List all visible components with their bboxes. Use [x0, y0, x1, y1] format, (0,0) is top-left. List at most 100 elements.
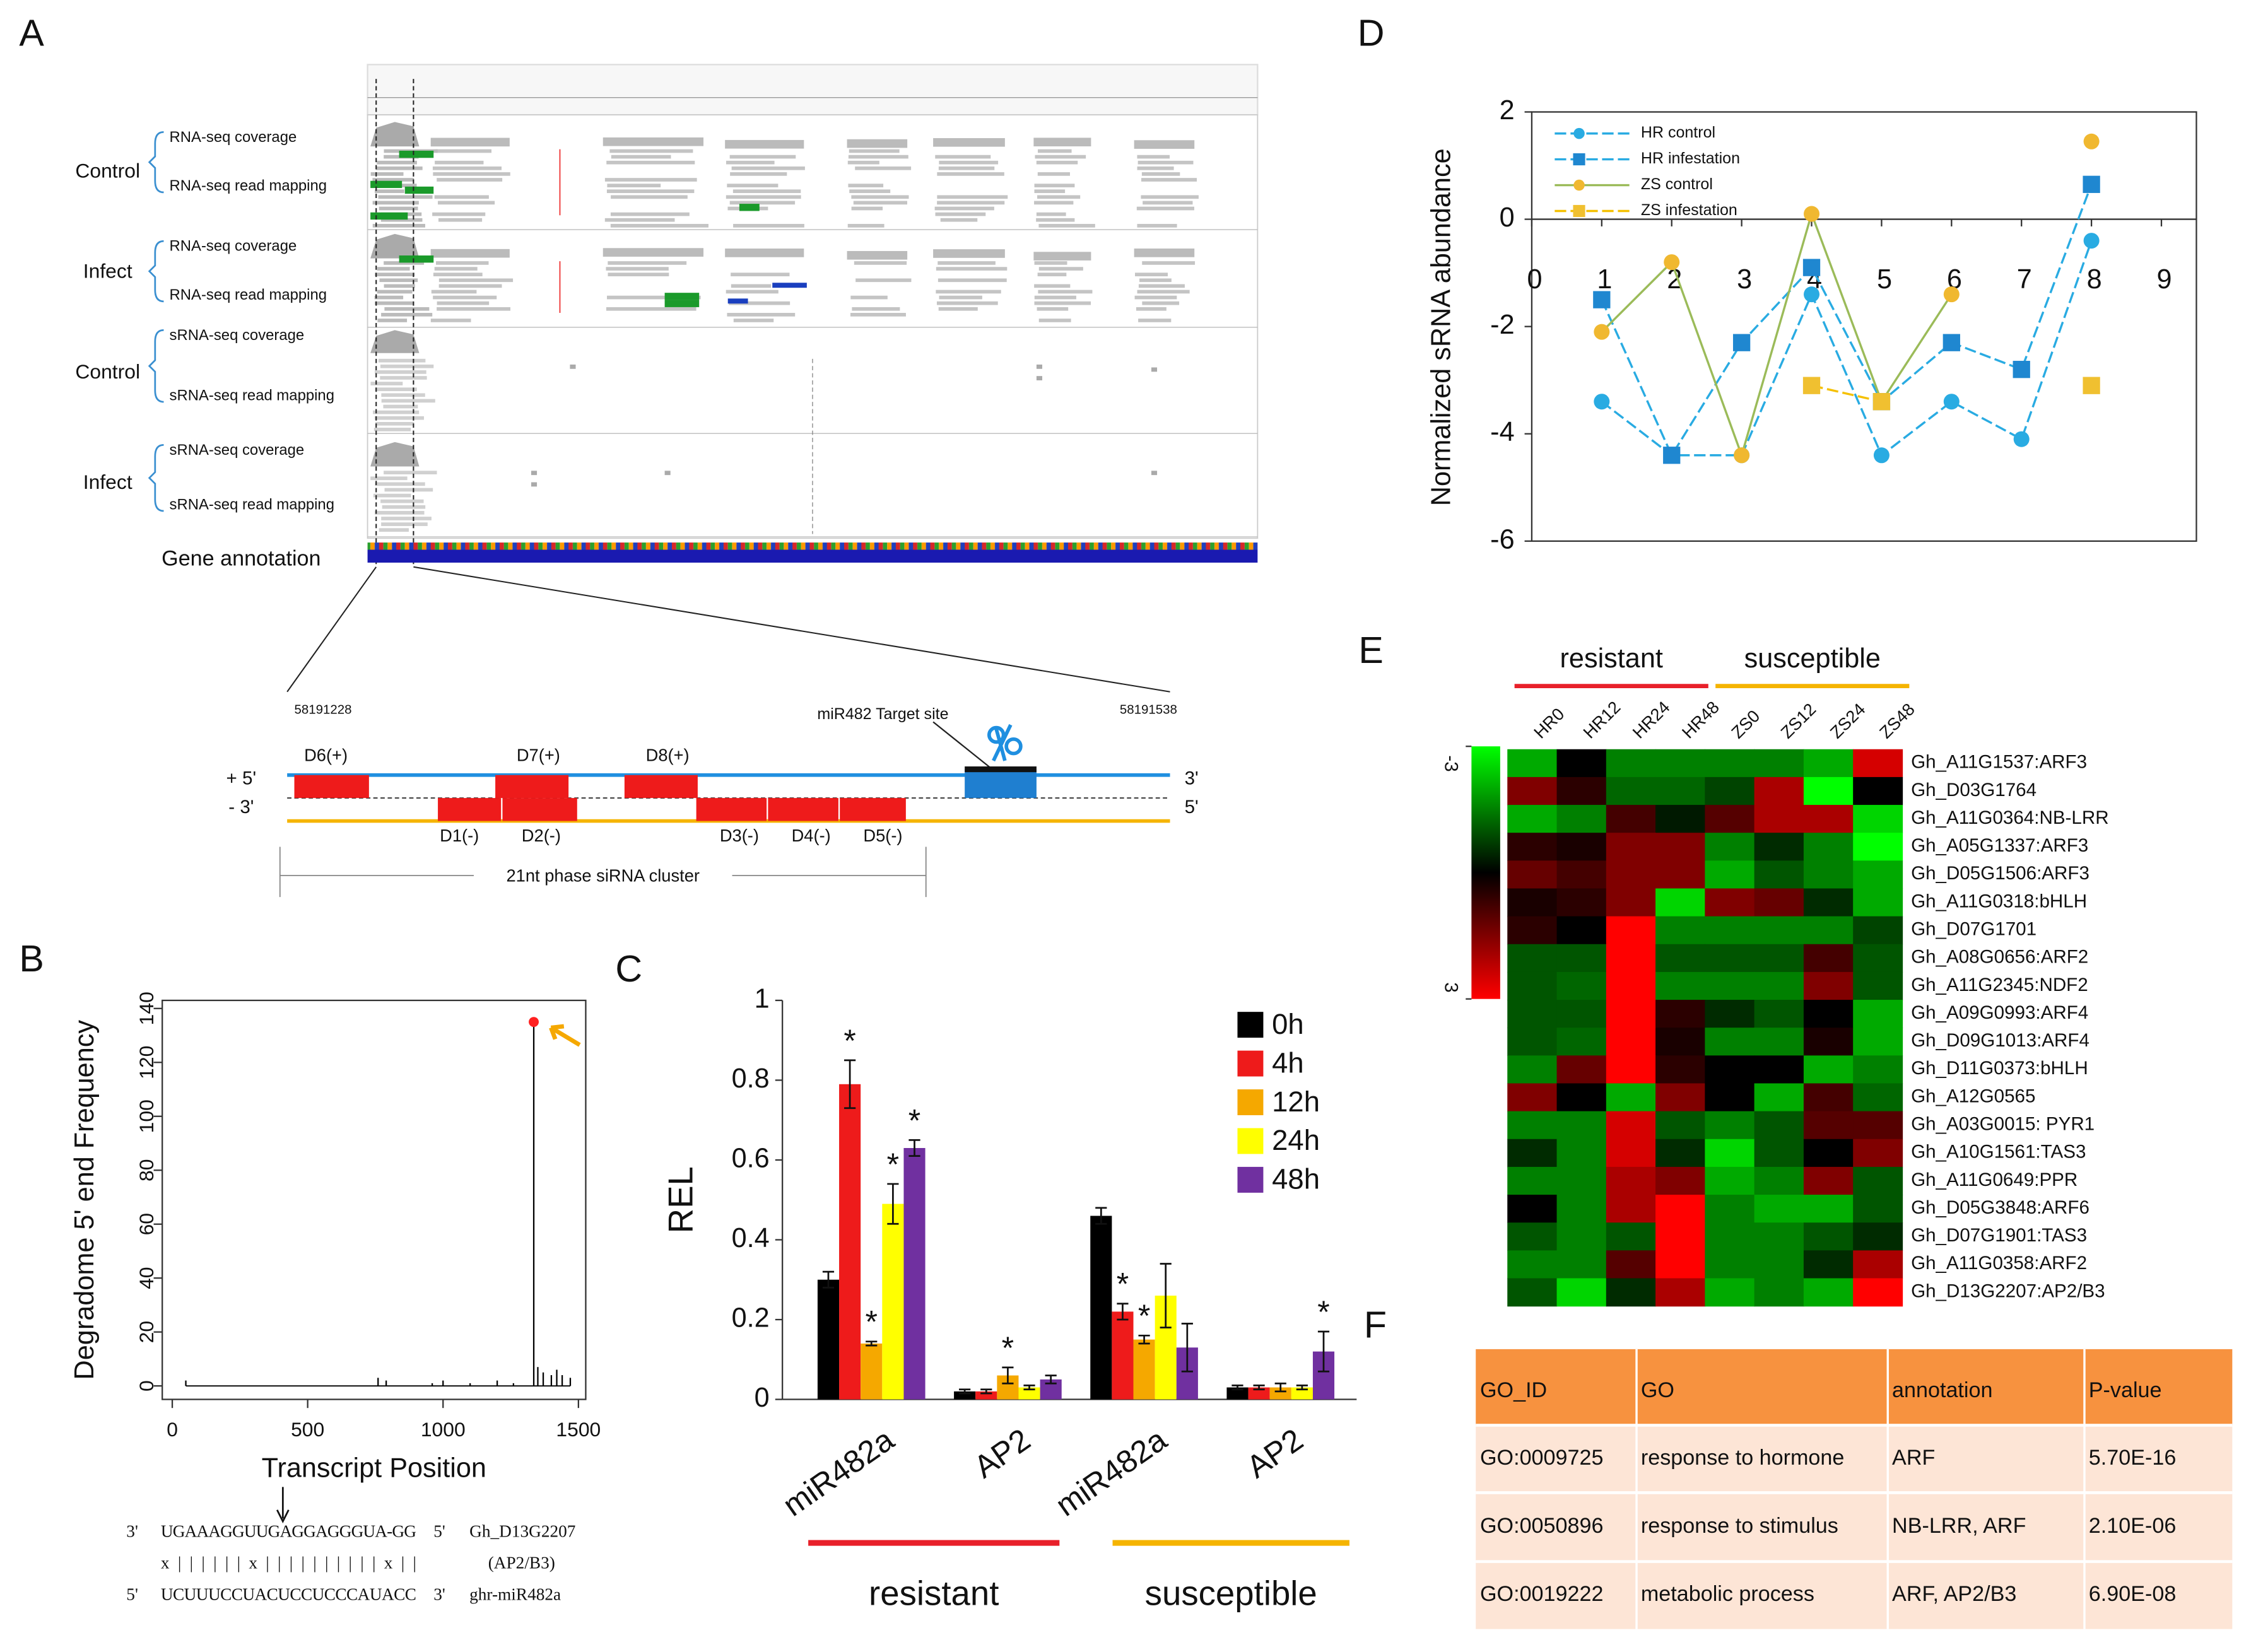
- heat-cell: [1655, 1139, 1706, 1168]
- track-group-label: Control: [75, 360, 140, 383]
- row-label: Gh_A12G0565: [1911, 1086, 2035, 1106]
- coverage-block: [1033, 138, 1091, 147]
- read: [1137, 160, 1194, 165]
- read-dot: [531, 482, 538, 487]
- heat-cell: [1507, 1139, 1558, 1168]
- read: [379, 528, 409, 532]
- heat-cell: [1556, 971, 1607, 1000]
- bar: [1112, 1311, 1134, 1400]
- heat-cell: [1556, 776, 1607, 805]
- heat-cell: [1556, 1139, 1607, 1168]
- heat-cell: [1655, 805, 1706, 833]
- bar: [817, 1279, 840, 1400]
- error-bar: [959, 1388, 971, 1395]
- read: [372, 201, 419, 205]
- read: [851, 206, 883, 211]
- heat-cell: [1803, 888, 1854, 917]
- legend-label: HR infestation: [1641, 149, 1740, 167]
- read: [1137, 290, 1190, 294]
- sirna-label: D7(+): [517, 745, 560, 764]
- legend-swatch: [1237, 1089, 1264, 1115]
- error-bar: [866, 1340, 878, 1347]
- sirna-label: D8(+): [646, 745, 690, 764]
- read: [433, 172, 510, 176]
- read: [1136, 307, 1167, 311]
- coverage-block: [847, 139, 908, 148]
- heat-cell: [1754, 1000, 1804, 1028]
- read: [934, 206, 994, 211]
- heat-cell: [1754, 944, 1804, 973]
- coverage-peak: [370, 330, 420, 353]
- read: [377, 160, 417, 165]
- sirna-block: [495, 775, 569, 799]
- heat-cell: [1507, 1000, 1558, 1028]
- read: [438, 278, 514, 283]
- cluster-label-bg: [473, 865, 732, 886]
- heat-cell: [1853, 833, 1903, 862]
- heat-cell: [1803, 1139, 1854, 1168]
- track-brace: [148, 240, 164, 303]
- y-tick-label: 60: [135, 1213, 158, 1235]
- align-seq: UGAAAGGUUGAGGAGGGUA-GG: [161, 1521, 416, 1540]
- read: [1034, 189, 1066, 194]
- target-site-top: [965, 766, 1037, 773]
- point: [1594, 324, 1610, 340]
- track-group-label: Control: [75, 159, 140, 182]
- sirna-label: D4(-): [792, 826, 831, 845]
- heat-cell: [1507, 944, 1558, 973]
- read: [433, 272, 483, 277]
- table-cell: GO:0009725: [1480, 1446, 1603, 1470]
- legend-swatch: [1237, 1128, 1264, 1154]
- heat-cell: [1606, 888, 1656, 917]
- read-dot: [1151, 471, 1158, 476]
- panel-label: F: [1364, 1303, 1387, 1345]
- coverage-block: [430, 138, 510, 147]
- browser-ruler: [367, 64, 1259, 116]
- heat-cell: [1803, 971, 1854, 1000]
- table-header-cell: annotation: [1892, 1378, 1992, 1402]
- error-bar: [1160, 1263, 1172, 1329]
- read: [852, 307, 900, 311]
- track-label: RNA-seq read mapping: [170, 286, 327, 303]
- coverage-block: [933, 138, 1005, 147]
- read: [850, 313, 906, 317]
- legend-label: 24h: [1272, 1124, 1320, 1156]
- sirna-label: D1(-): [440, 826, 479, 845]
- error-bar: [908, 1139, 920, 1157]
- heat-cell: [1754, 1028, 1804, 1057]
- heat-cell: [1803, 1083, 1854, 1112]
- heat-cell: [1507, 1055, 1558, 1084]
- coverage-block: [847, 250, 908, 260]
- read: [1037, 272, 1067, 277]
- heat-cell: [1606, 1166, 1656, 1195]
- heat-cell: [1853, 1195, 1903, 1223]
- read-highlight: [399, 150, 434, 158]
- heat-cell: [1655, 1000, 1706, 1028]
- read: [437, 307, 510, 311]
- align-end: 5': [126, 1585, 138, 1604]
- read: [608, 272, 669, 277]
- heat-cell: [1705, 1000, 1755, 1028]
- read: [851, 195, 909, 199]
- heat-cell: [1556, 749, 1607, 778]
- heat-cell: [1606, 1111, 1656, 1140]
- row-label: Gh_D13G2207:AP2/B3: [1911, 1280, 2105, 1301]
- row-label: Gh_D05G1506:ARF3: [1911, 863, 2089, 884]
- read: [380, 218, 423, 222]
- read: [1038, 223, 1095, 228]
- heat-cell: [1507, 776, 1558, 805]
- coverage-block: [1134, 249, 1195, 257]
- read: [936, 290, 1001, 294]
- read: [373, 428, 411, 431]
- read: [374, 295, 404, 300]
- read: [1036, 212, 1066, 216]
- read-highlight: [727, 298, 748, 304]
- table-cell: 5.70E-16: [2089, 1446, 2176, 1470]
- read: [1035, 155, 1086, 159]
- heat-cell: [1803, 1250, 1854, 1279]
- read-dot: [664, 471, 671, 476]
- align-end: 5': [433, 1521, 445, 1540]
- row-label: Gh_A08G0656:ARF2: [1911, 947, 2088, 968]
- x-tick-label: 3: [1737, 264, 1752, 295]
- heat-cell: [1705, 833, 1755, 862]
